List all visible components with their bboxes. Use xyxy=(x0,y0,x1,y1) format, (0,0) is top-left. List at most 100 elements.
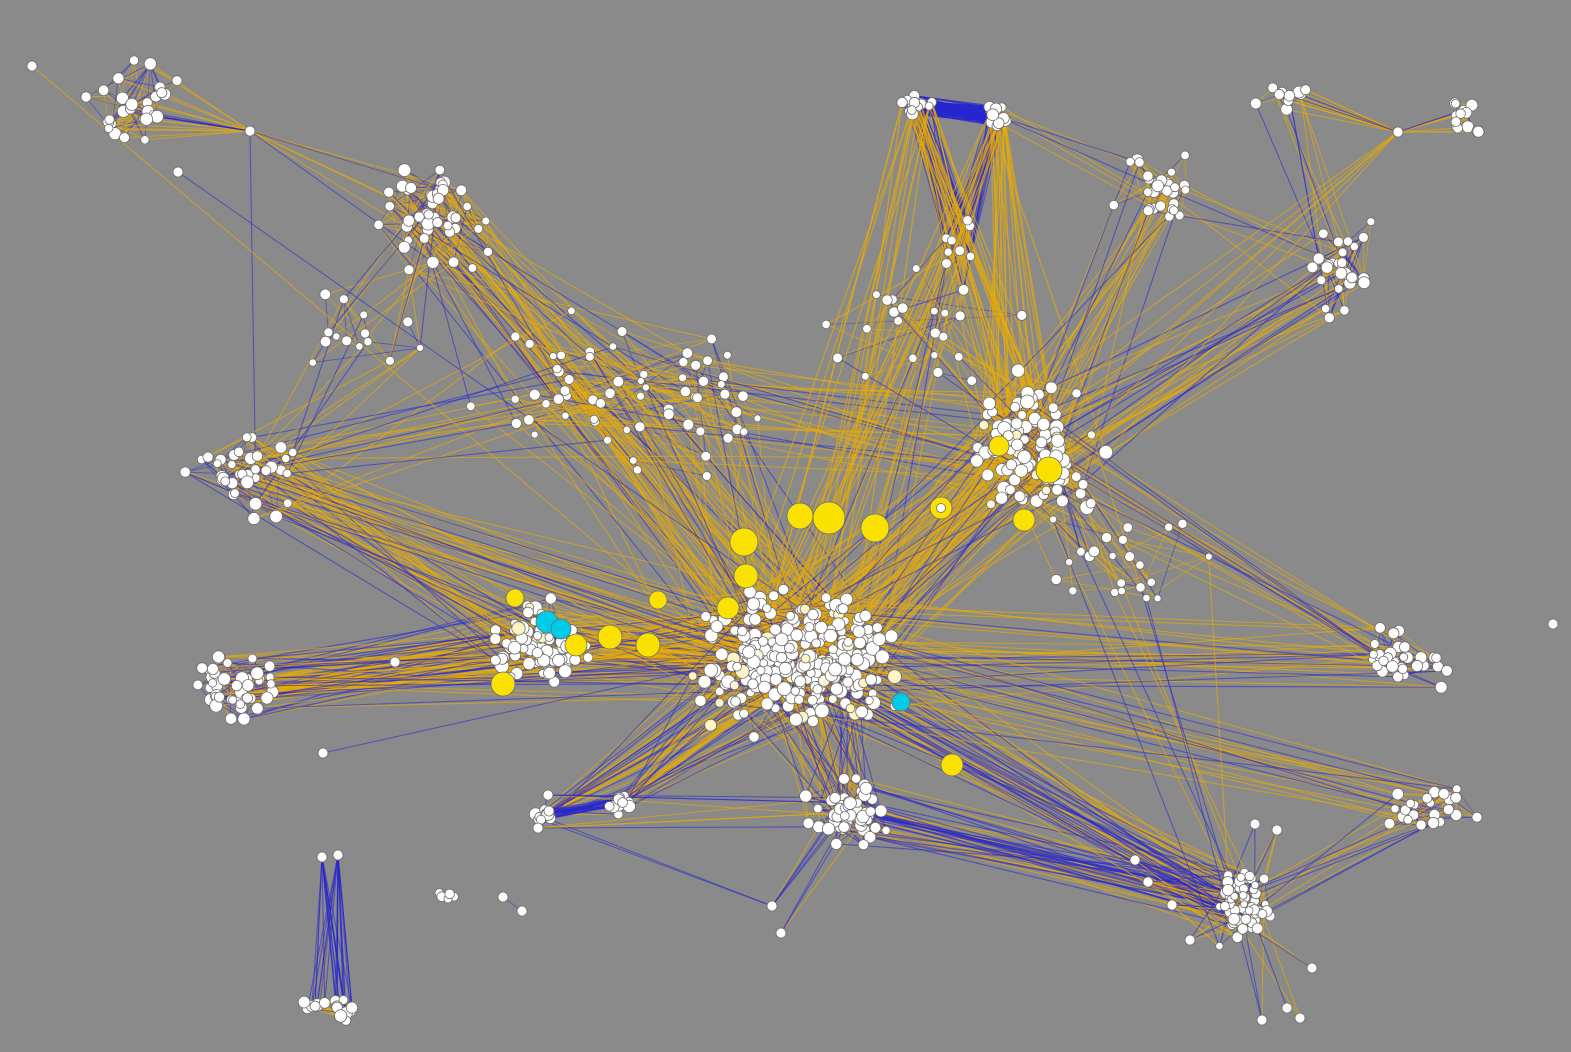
graph-node[interactable] xyxy=(1142,205,1154,217)
graph-node[interactable] xyxy=(799,603,811,615)
graph-node[interactable] xyxy=(1010,417,1023,430)
graph-node[interactable] xyxy=(789,712,803,727)
graph-node[interactable] xyxy=(1283,89,1296,102)
graph-node[interactable] xyxy=(859,609,872,623)
graph-node[interactable] xyxy=(402,214,415,227)
graph-node[interactable] xyxy=(1050,433,1065,448)
graph-node[interactable] xyxy=(373,219,384,231)
graph-node[interactable] xyxy=(1013,490,1026,503)
graph-node[interactable] xyxy=(450,212,462,224)
graph-node[interactable] xyxy=(116,91,130,105)
graph-node[interactable] xyxy=(896,96,908,109)
graph-node[interactable] xyxy=(397,163,412,177)
graph-node[interactable] xyxy=(1008,473,1021,487)
graph-node[interactable] xyxy=(884,629,899,643)
graph-node[interactable] xyxy=(729,680,740,691)
graph-node[interactable] xyxy=(1014,463,1028,478)
graph-node[interactable] xyxy=(1098,445,1114,460)
graph-node[interactable] xyxy=(1349,241,1359,251)
graph-node[interactable] xyxy=(842,676,854,688)
graph-node[interactable] xyxy=(1333,236,1344,248)
graph-node[interactable] xyxy=(1134,157,1145,168)
graph-node[interactable] xyxy=(128,55,139,66)
graph-node[interactable] xyxy=(1087,430,1097,440)
graph-node[interactable] xyxy=(1167,167,1176,177)
graph-node[interactable] xyxy=(828,644,838,655)
graph-node[interactable] xyxy=(1155,200,1167,212)
graph-node[interactable] xyxy=(852,625,866,638)
graph-node[interactable] xyxy=(1366,217,1376,227)
graph-node[interactable] xyxy=(748,731,760,743)
graph-node[interactable] xyxy=(442,220,453,231)
graph-node[interactable] xyxy=(1074,487,1087,500)
graph-node[interactable] xyxy=(730,696,741,707)
graph-node[interactable] xyxy=(383,186,395,198)
graph-node[interactable] xyxy=(924,101,934,111)
graph-node[interactable] xyxy=(432,217,444,228)
graph-node[interactable] xyxy=(139,112,153,126)
graph-node[interactable] xyxy=(1005,458,1018,471)
graph-node[interactable] xyxy=(1455,108,1466,119)
graph-node[interactable] xyxy=(156,87,168,99)
graph-node[interactable] xyxy=(1143,187,1153,197)
graph-node[interactable] xyxy=(688,671,698,681)
graph-node[interactable] xyxy=(1450,116,1462,127)
graph-node[interactable] xyxy=(1169,205,1179,216)
graph-node[interactable] xyxy=(760,697,774,711)
graph-node[interactable] xyxy=(837,652,852,666)
graph-node[interactable] xyxy=(1009,402,1021,413)
graph-node[interactable] xyxy=(703,663,719,678)
graph-node[interactable] xyxy=(965,251,976,261)
graph-node[interactable] xyxy=(853,636,867,649)
graph-node[interactable] xyxy=(872,632,887,646)
graph-node[interactable] xyxy=(434,164,446,176)
graph-node[interactable] xyxy=(714,686,725,697)
graph-node[interactable] xyxy=(1108,200,1119,211)
graph-node[interactable] xyxy=(1334,284,1344,294)
graph-node[interactable] xyxy=(473,224,484,234)
graph-node[interactable] xyxy=(426,255,440,269)
graph-node[interactable] xyxy=(756,665,766,676)
graph-node[interactable] xyxy=(768,590,779,602)
graph-node[interactable] xyxy=(1450,98,1461,109)
graph-node[interactable] xyxy=(1035,436,1048,449)
graph-node[interactable] xyxy=(941,258,952,269)
graph-node[interactable] xyxy=(1051,483,1063,496)
graph-node[interactable] xyxy=(483,246,493,257)
graph-node[interactable] xyxy=(80,91,92,103)
graph-node[interactable] xyxy=(981,468,994,482)
graph-node[interactable] xyxy=(1020,394,1035,410)
graph-node[interactable] xyxy=(418,233,430,244)
graph-node[interactable] xyxy=(1180,150,1190,161)
graph-node[interactable] xyxy=(1358,232,1369,243)
graph-node[interactable] xyxy=(982,396,997,411)
graph-node[interactable] xyxy=(943,247,953,257)
graph-node[interactable] xyxy=(423,209,434,220)
graph-node[interactable] xyxy=(1017,410,1027,420)
graph-node[interactable] xyxy=(995,491,1009,505)
graph-node[interactable] xyxy=(1181,185,1191,195)
graph-node[interactable] xyxy=(906,105,917,115)
graph-node[interactable] xyxy=(1011,438,1024,452)
graph-node[interactable] xyxy=(777,583,790,596)
graph-node[interactable] xyxy=(758,680,772,694)
graph-node[interactable] xyxy=(1312,252,1325,265)
graph-node[interactable] xyxy=(405,181,417,194)
graph-node[interactable] xyxy=(1334,266,1348,280)
graph-node[interactable] xyxy=(986,499,996,510)
graph-node[interactable] xyxy=(1306,261,1319,274)
graph-node[interactable] xyxy=(769,673,783,686)
graph-node[interactable] xyxy=(747,678,759,690)
graph-node[interactable] xyxy=(992,117,1005,129)
graph-node[interactable] xyxy=(397,241,411,254)
graph-node[interactable] xyxy=(1337,247,1348,258)
graph-node[interactable] xyxy=(140,135,150,145)
graph-node[interactable] xyxy=(954,245,966,257)
graph-node[interactable] xyxy=(1323,312,1335,324)
graph-node[interactable] xyxy=(104,114,115,125)
graph-node[interactable] xyxy=(739,708,749,719)
graph-node[interactable] xyxy=(978,420,990,431)
graph-node[interactable] xyxy=(112,72,125,85)
